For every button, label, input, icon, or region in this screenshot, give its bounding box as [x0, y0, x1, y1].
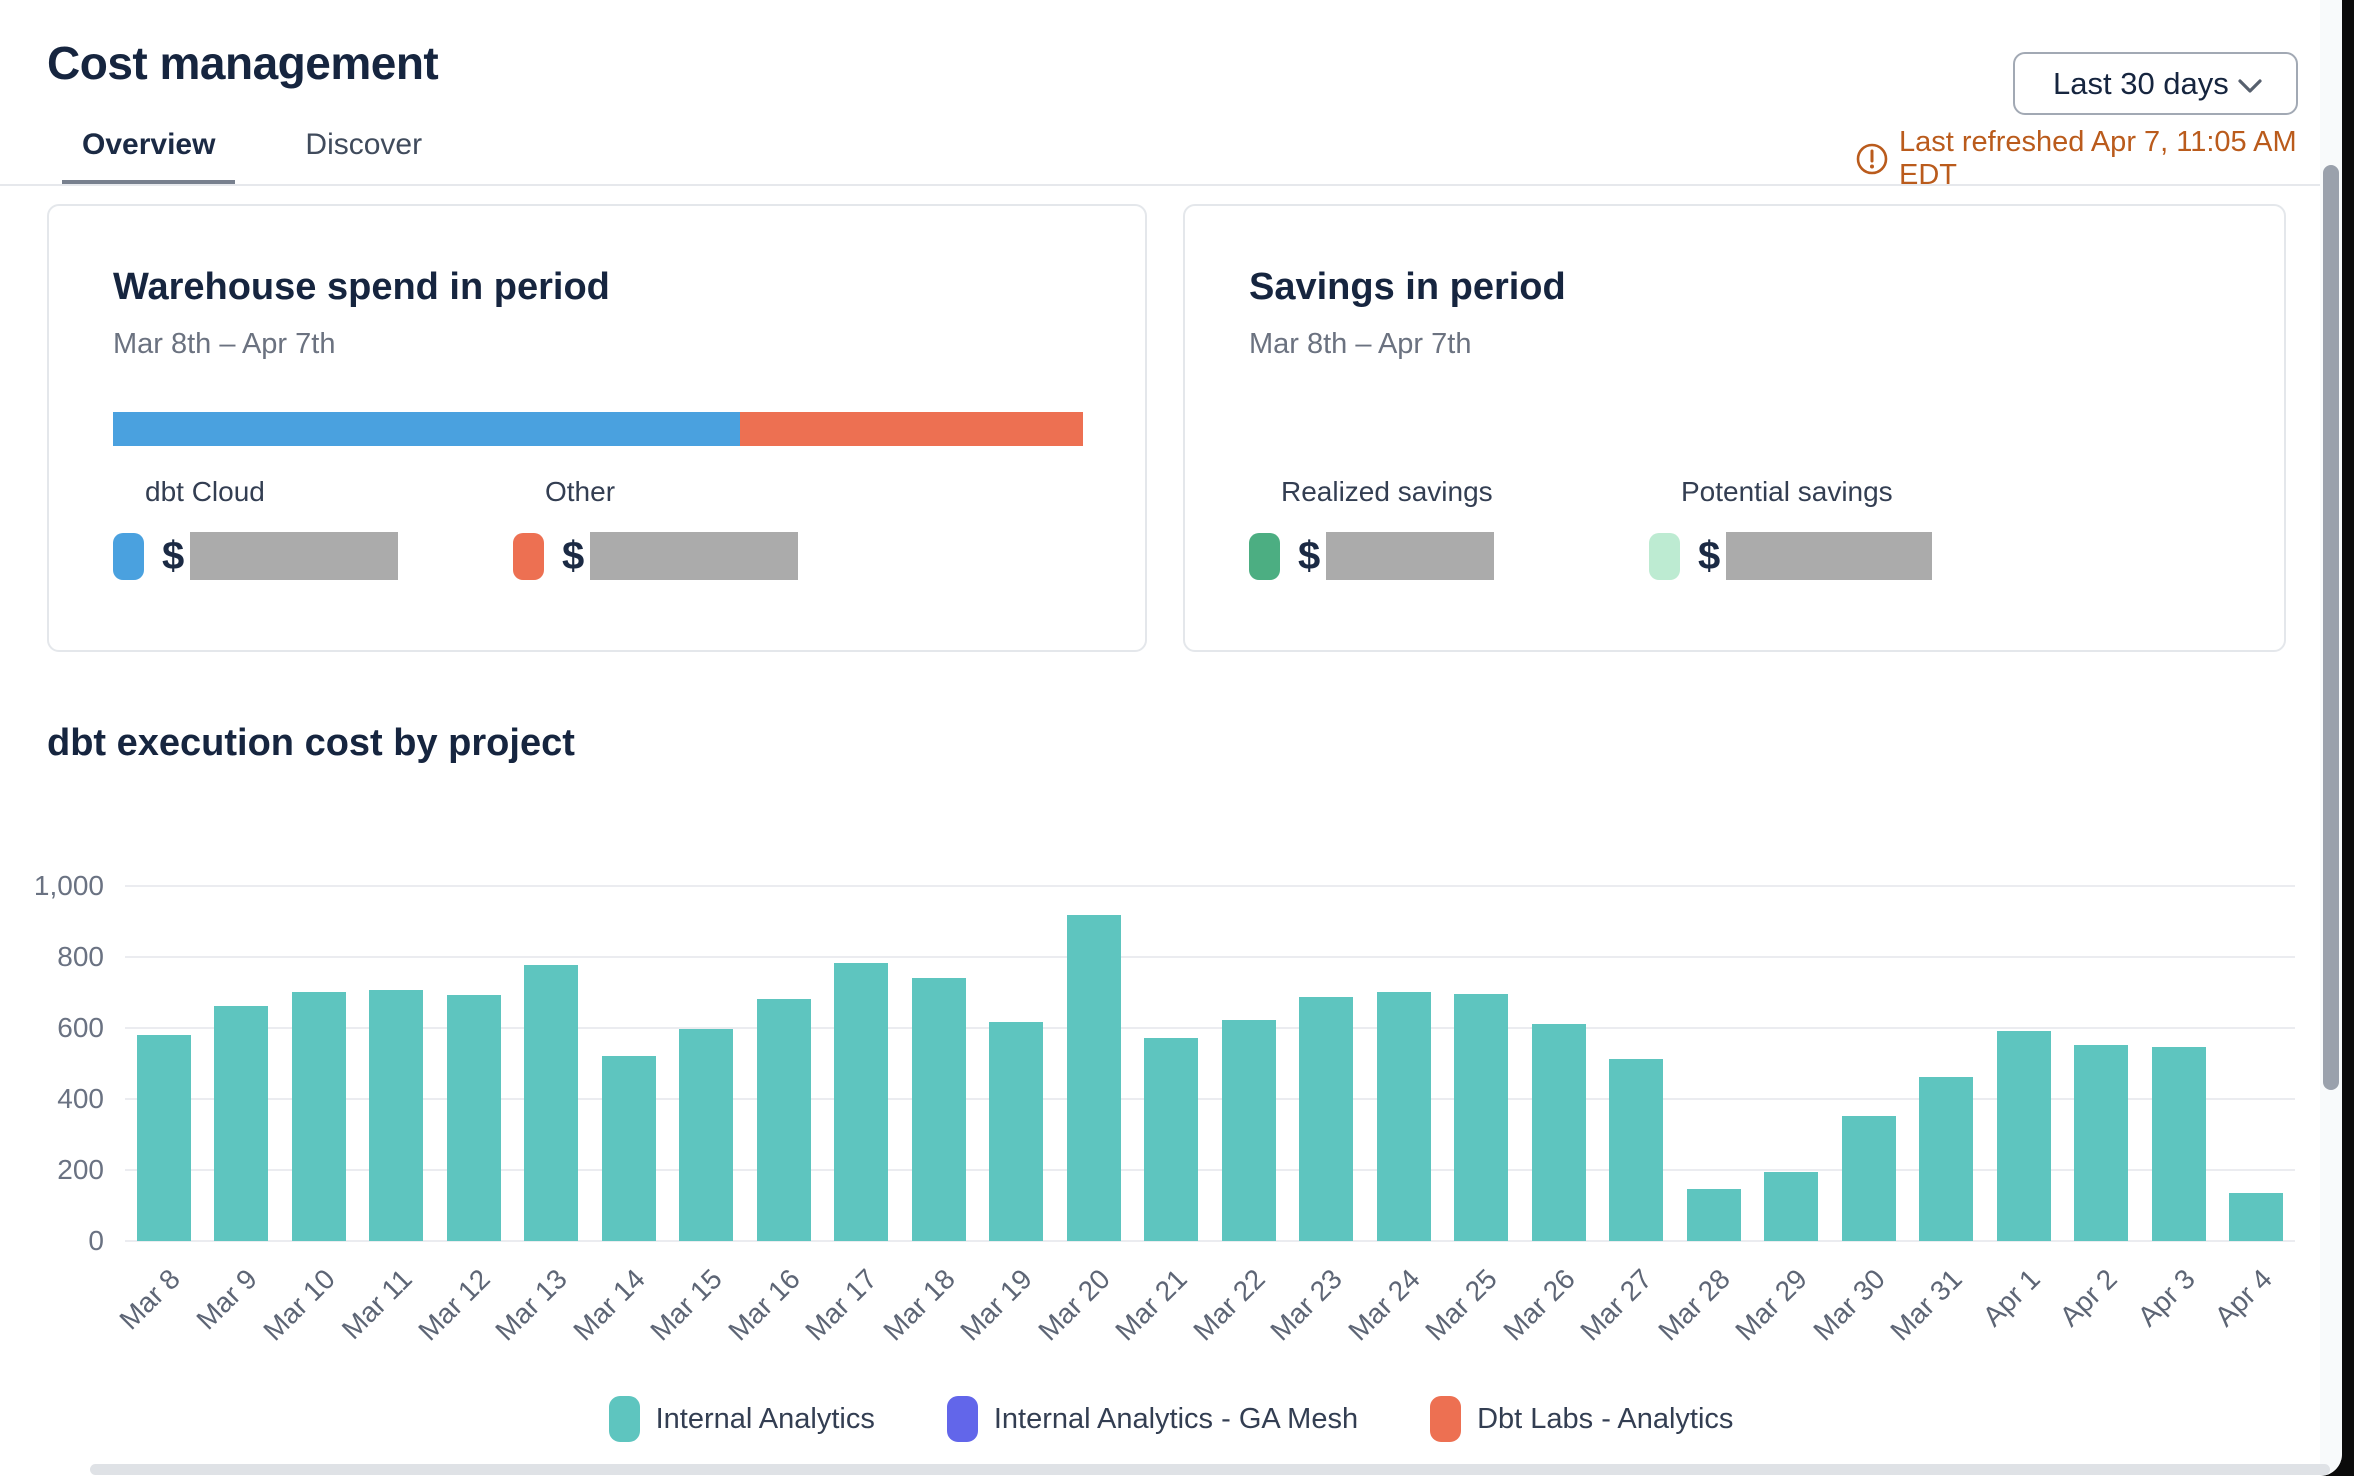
- chart-bar[interactable]: [524, 965, 579, 1241]
- execution-cost-chart: 0 200 400 600 800 1,000 Mar 8 Mar 9 Mar 10 Mar 11…: [34, 870, 2295, 1347]
- redacted-value: [590, 532, 799, 580]
- savings-card: Savings in period Mar 8th – Apr 7th Real…: [1183, 204, 2286, 652]
- y-axis-label: 1,000: [33, 870, 104, 901]
- spend-segment-other: [739, 412, 1083, 446]
- metric-label: Realized savings: [1281, 476, 1493, 507]
- chart-bar[interactable]: [1841, 1116, 1896, 1241]
- savings-card-period: Mar 8th – Apr 7th: [1249, 328, 1472, 360]
- legend-label: Internal Analytics: [655, 1402, 875, 1435]
- currency-symbol: $: [1298, 533, 1321, 578]
- chevron-down-icon: [2238, 79, 2262, 93]
- chart-bar[interactable]: [756, 998, 811, 1241]
- date-range-select[interactable]: Last 30 days: [2013, 52, 2298, 115]
- gridline: [125, 956, 2295, 958]
- legend-swatch: [1430, 1396, 1462, 1442]
- chart-bar[interactable]: [989, 1022, 1044, 1241]
- chart-title: dbt execution cost by project: [47, 722, 575, 764]
- vertical-scrollbar[interactable]: [2323, 165, 2339, 1090]
- y-axis-label: 0: [88, 1225, 104, 1256]
- last-refreshed-status: Last refreshed Apr 7, 11:05 AM EDT: [1855, 126, 2300, 192]
- chart-bar[interactable]: [1299, 997, 1354, 1241]
- gridline: [125, 1169, 2295, 1171]
- y-axis-label: 600: [57, 1012, 104, 1043]
- chart-bar[interactable]: [1144, 1038, 1199, 1241]
- warehouse-card-title: Warehouse spend in period: [113, 266, 610, 308]
- last-refreshed-text: Last refreshed Apr 7, 11:05 AM EDT: [1899, 126, 2297, 191]
- metric-other: Other $: [513, 476, 813, 580]
- metric-realized-savings: Realized savings $: [1249, 476, 1549, 580]
- legend-item-dbt-labs-analytics[interactable]: Dbt Labs - Analytics: [1430, 1396, 1733, 1442]
- redacted-value: [1726, 532, 1933, 580]
- chart-bar[interactable]: [601, 1055, 656, 1241]
- chart-bar[interactable]: [679, 1029, 734, 1241]
- chart-bar[interactable]: [1454, 993, 1509, 1241]
- chart-bar[interactable]: [136, 1034, 191, 1241]
- chart-bar[interactable]: [2151, 1046, 2206, 1241]
- chart-bar[interactable]: [446, 995, 501, 1241]
- warning-icon: [1856, 143, 1888, 175]
- chart-bar[interactable]: [911, 977, 966, 1241]
- spend-segment-dbt-cloud: [113, 412, 740, 446]
- chart-bar[interactable]: [214, 1006, 269, 1241]
- legend-label: Internal Analytics - GA Mesh: [993, 1402, 1359, 1435]
- chart-bar[interactable]: [291, 991, 346, 1241]
- y-axis-label: 800: [57, 941, 104, 972]
- currency-symbol: $: [1698, 533, 1721, 578]
- chart-legend: Internal Analytics Internal Analytics - G…: [0, 1396, 2342, 1442]
- legend-label: Dbt Labs - Analytics: [1477, 1402, 1734, 1435]
- metric-dbt-cloud: dbt Cloud $: [113, 476, 413, 580]
- y-axis-label: 200: [57, 1154, 104, 1185]
- tab-bar: Overview Discover: [62, 128, 442, 185]
- metric-swatch: [1649, 532, 1680, 580]
- gridline: [125, 885, 2295, 887]
- gridline: [125, 1240, 2295, 1242]
- metric-label: Other: [545, 476, 616, 507]
- warehouse-card-period: Mar 8th – Apr 7th: [113, 328, 336, 360]
- savings-card-title: Savings in period: [1249, 266, 1566, 308]
- legend-swatch: [608, 1396, 640, 1442]
- tab-discover[interactable]: Discover: [305, 128, 423, 161]
- chart-bar[interactable]: [1376, 991, 1431, 1241]
- gridline: [125, 1098, 2295, 1100]
- metric-potential-savings: Potential savings $: [1649, 476, 1949, 580]
- savings-metrics: Realized savings $ Potential savings $: [1249, 476, 1949, 580]
- chart-bar[interactable]: [2229, 1192, 2284, 1241]
- metric-swatch: [1249, 532, 1280, 580]
- chart-bar[interactable]: [1066, 915, 1121, 1241]
- chart-bar[interactable]: [1919, 1077, 1974, 1241]
- bar-group: [125, 885, 2295, 1241]
- page-title: Cost management: [47, 37, 439, 89]
- chart-bar[interactable]: [1764, 1171, 1819, 1241]
- vertical-scrollbar-track: [2320, 0, 2342, 1476]
- currency-symbol: $: [562, 533, 585, 578]
- metric-label: Potential savings: [1681, 476, 1893, 507]
- legend-swatch: [946, 1396, 978, 1442]
- chart-bar[interactable]: [1996, 1030, 2051, 1241]
- legend-item-internal-analytics-ga-mesh[interactable]: Internal Analytics - GA Mesh: [946, 1396, 1359, 1442]
- legend-item-internal-analytics[interactable]: Internal Analytics: [608, 1396, 875, 1442]
- chart-bar[interactable]: [1531, 1023, 1586, 1241]
- date-range-value: Last 30 days: [2053, 65, 2229, 101]
- chart-bar[interactable]: [834, 963, 889, 1241]
- metric-swatch: [113, 532, 144, 580]
- chart-bar[interactable]: [1221, 1020, 1276, 1241]
- spend-stacked-bar: [113, 412, 1083, 446]
- chart-bar[interactable]: [369, 990, 424, 1241]
- warehouse-metrics: dbt Cloud $ Other $: [113, 476, 813, 580]
- chart-bar[interactable]: [1686, 1189, 1741, 1241]
- redacted-value: [190, 532, 399, 580]
- tab-overview[interactable]: Overview: [62, 128, 236, 185]
- header-divider: [0, 184, 2342, 186]
- redacted-value: [1326, 532, 1495, 580]
- metric-label: dbt Cloud: [145, 476, 265, 507]
- currency-symbol: $: [162, 533, 185, 578]
- horizontal-scrollbar[interactable]: [90, 1464, 2330, 1475]
- y-axis-label: 400: [57, 1083, 104, 1114]
- chart-bar[interactable]: [1609, 1059, 1664, 1241]
- gridline: [125, 1027, 2295, 1029]
- chart-bar[interactable]: [2074, 1045, 2129, 1241]
- metric-swatch: [513, 532, 544, 580]
- warehouse-spend-card: Warehouse spend in period Mar 8th – Apr …: [47, 204, 1147, 652]
